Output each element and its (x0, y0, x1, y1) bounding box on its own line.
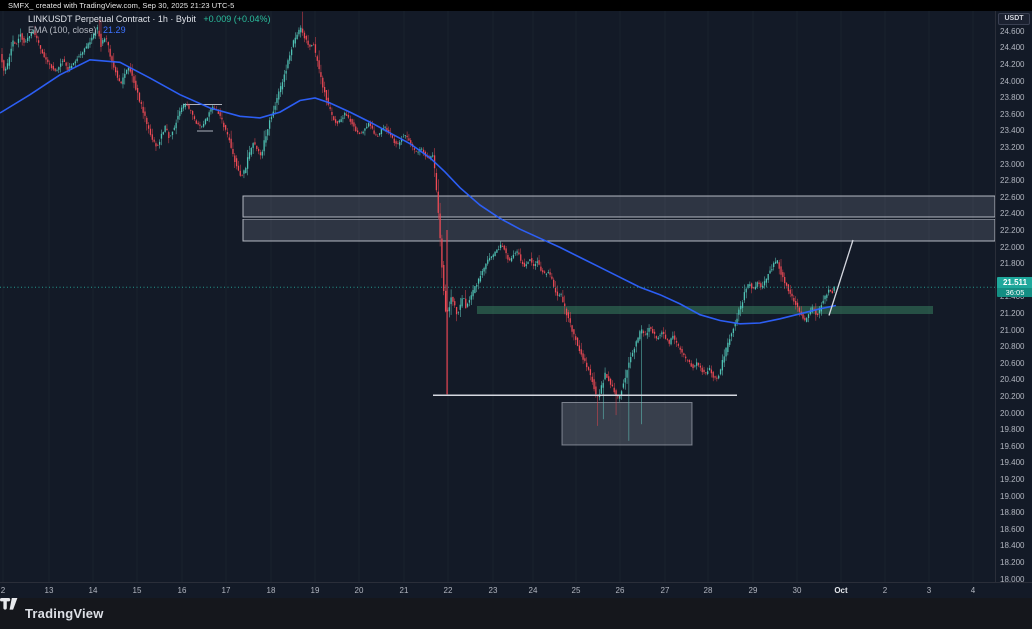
price-axis-label: 18.600 (1000, 524, 1025, 534)
price-axis-label: 21.800 (1000, 259, 1025, 269)
price-axis-label: 24.400 (1000, 43, 1025, 53)
time-axis-label: 30 (792, 586, 802, 595)
price-axis-label: 23.800 (1000, 93, 1025, 103)
price-axis-label: 19.200 (1000, 475, 1025, 484)
time-axis-label: 15 (132, 586, 142, 595)
tradingview-logo-icon[interactable] (0, 598, 18, 612)
attribution-text: SMFX_ created with TradingView.com, Sep … (8, 1, 235, 10)
current-price-value: 21.511 (997, 277, 1032, 289)
demand-band (477, 305, 933, 314)
up-candle-bodies (5, 27, 835, 399)
time-axis[interactable]: 2 13 14 15 16 17 18 19 20 21 22 23 24 25 26 27 28 29 30 Oct… (0, 582, 1032, 598)
price-axis-label: 19.400 (1000, 458, 1025, 468)
footer-bar: TradingView (0, 598, 1032, 629)
time-axis-label-month: Oct (834, 586, 848, 595)
gray-box (561, 402, 693, 446)
price-axis-label: 18.000 (1000, 574, 1025, 584)
price-axis-label: 19.600 (1000, 441, 1025, 451)
supply-zone (242, 195, 996, 218)
price-axis-label: 22.400 (1000, 209, 1025, 219)
price-axis-label: 23.600 (1000, 109, 1025, 119)
price-axis-label: 21.000 (1000, 325, 1025, 335)
time-axis-label: 18 (266, 586, 276, 595)
price-axis-label: 19.000 (1000, 491, 1025, 501)
price-axis-label: 24.200 (1000, 60, 1025, 69)
supply-zone (242, 218, 996, 242)
time-axis-label: 23 (488, 586, 498, 595)
time-axis-label: 16 (177, 586, 187, 595)
price-axis-label: 18.400 (1000, 541, 1025, 551)
price-axis-label: 20.600 (1000, 358, 1025, 368)
time-axis-label: 4 (970, 586, 976, 595)
ema-100-line (0, 58, 837, 325)
price-axis-label: 24.000 (1000, 76, 1025, 86)
price-axis-label: 20.200 (1000, 392, 1025, 401)
projection-line (828, 239, 854, 316)
bar-countdown: 36:05 (997, 288, 1032, 298)
down-candle-bodies (1, 28, 833, 398)
time-axis-label: 21 (399, 586, 409, 595)
time-axis-label: 20 (354, 586, 364, 595)
price-axis-label: 22.600 (1000, 192, 1025, 202)
time-axis-label: 25 (571, 586, 581, 595)
chart-area[interactable]: LINKUSDT Perpetual Contract · 1h · Bybit… (0, 11, 1032, 598)
price-axis-label: 24.600 (1000, 26, 1025, 36)
brand-name[interactable]: TradingView (25, 606, 104, 621)
price-axis-label: 23.400 (1000, 126, 1025, 136)
time-axis-label: 2 (882, 586, 888, 595)
price-axis-label: 20.800 (1000, 342, 1025, 352)
time-axis-label: 13 (44, 586, 54, 595)
time-axis-label: 29 (748, 586, 758, 595)
price-axis-label: 20.400 (1000, 375, 1025, 385)
price-axis-label: 20.000 (1000, 408, 1025, 418)
time-axis-label: 22 (443, 586, 453, 595)
attribution-bar: SMFX_ created with TradingView.com, Sep … (0, 0, 1032, 11)
price-axis[interactable]: USDT 24.600 24.400 24.200 24.000 23.800 23.60… (995, 11, 1032, 584)
time-axis-label: 26 (615, 586, 625, 595)
currency-button[interactable]: USDT (998, 13, 1030, 25)
price-axis-label: 22.000 (1000, 242, 1025, 252)
price-axis-label: 23.200 (1000, 143, 1025, 152)
time-axis-label: 19 (310, 586, 320, 595)
candlestick-chart-canvas[interactable] (0, 11, 1032, 598)
time-axis-label: 27 (660, 586, 670, 595)
price-axis-label: 23.000 (1000, 159, 1025, 169)
price-axis-label: 21.200 (1000, 309, 1025, 318)
time-axis-label: 14 (88, 586, 98, 595)
time-axis-label: 3 (926, 586, 932, 595)
time-axis-label: 17 (221, 586, 231, 595)
time-axis-label: 28 (703, 586, 713, 595)
price-axis-label: 22.200 (1000, 226, 1025, 235)
price-axis-label: 22.800 (1000, 176, 1025, 186)
current-price-badge: 21.511 36:05 (997, 277, 1032, 298)
price-axis-label: 19.800 (1000, 425, 1025, 435)
price-axis-label: 18.200 (1000, 558, 1025, 567)
time-axis-label: 24 (528, 586, 538, 595)
price-axis-label: 18.800 (1000, 508, 1025, 518)
time-axis-label: 2 (0, 586, 6, 595)
